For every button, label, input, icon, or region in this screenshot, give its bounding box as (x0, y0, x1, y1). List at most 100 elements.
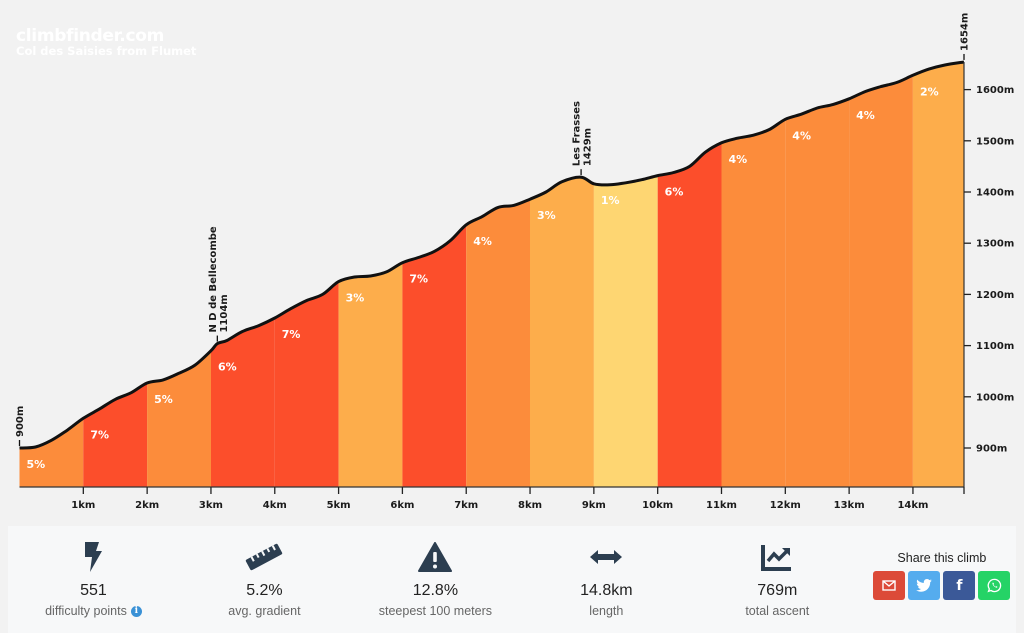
gradient-segment-5 (274, 281, 339, 487)
x-tick-label: 8km (518, 500, 542, 511)
steepest-value: 12.8% (412, 582, 459, 599)
segment-gradient-label: 4% (473, 235, 492, 248)
share-twitter-button[interactable] (908, 571, 941, 600)
share-section: Share this climb f (868, 526, 1016, 600)
avg-gradient-label: avg. gradient (228, 604, 301, 618)
y-tick-label: 1300m (976, 239, 1014, 250)
length-value: 14.8km (580, 582, 633, 599)
lightning-icon (8, 540, 179, 574)
gradient-segment-12 (721, 119, 786, 488)
annotation-elevation: 1654m (960, 13, 971, 51)
gradient-segment-15 (912, 62, 964, 487)
x-tick-label: 1km (71, 500, 95, 511)
share-email-button[interactable] (873, 571, 906, 600)
gradient-segment-11 (657, 142, 722, 488)
x-tick-label: 4km (263, 500, 287, 511)
x-tick-label: 14km (897, 500, 928, 511)
stat-avg-gradient: 5.2% avg. gradient (179, 526, 350, 619)
gradient-segment-2 (83, 383, 148, 487)
annotation-elevation: 1429m (583, 128, 594, 166)
info-icon[interactable]: i (130, 605, 142, 617)
arrows-horizontal-icon (521, 540, 692, 574)
segment-gradient-label: 7% (409, 273, 428, 286)
y-tick-label: 1200m (976, 290, 1014, 301)
segment-gradient-label: 5% (154, 393, 173, 406)
difficulty-value: 551 (80, 582, 107, 599)
annotation-elevation: 900m (15, 406, 26, 437)
segment-gradient-label: 6% (218, 361, 237, 374)
share-facebook-button[interactable]: f (943, 571, 976, 600)
stat-total-ascent: 769m total ascent (692, 526, 863, 619)
x-tick-label: 13km (834, 500, 865, 511)
ruler-icon (179, 540, 350, 574)
warning-icon (350, 540, 521, 574)
facebook-icon: f (956, 577, 963, 594)
x-tick-label: 3km (199, 500, 223, 511)
email-icon (882, 580, 897, 591)
segment-gradient-label: 4% (792, 129, 811, 142)
elevation-profile-line (19, 60, 965, 450)
stat-difficulty: 551 difficulty points i (8, 526, 179, 619)
x-tick-label: 9km (582, 500, 606, 511)
climb-title: Col des Saisies from Flumet (16, 44, 197, 58)
gradient-segment-14 (849, 75, 913, 488)
gradient-segment-6 (338, 262, 403, 487)
x-tick-label: 2km (135, 500, 159, 511)
y-tick-label: 1100m (976, 341, 1014, 352)
x-tick-label: 10km (642, 500, 673, 511)
share-whatsapp-button[interactable] (978, 571, 1011, 600)
annotation-place-name: Les Frasses (572, 101, 583, 166)
y-tick-label: 900m (976, 444, 1007, 455)
segment-gradient-label: 3% (346, 292, 365, 305)
annotation-place-name: N D de Bellecombe (208, 226, 219, 332)
axes: 1km 2km 3km 4km 5km 6km 7km 8km 9km 10km 11km 12km 1… (19, 61, 1014, 511)
gradient-segments (19, 62, 964, 488)
segment-gradient-label: 1% (601, 194, 620, 207)
stats-panel: 551 difficulty points i 5.2% avg. grad (8, 526, 1016, 633)
gradient-segment-10 (593, 175, 658, 487)
segment-gradient-label: 2% (920, 85, 939, 98)
elevation-chart: 1km 2km 3km 4km 5km 6km 7km 8km 9km 10km 11km 12km 1… (15, 13, 1014, 511)
twitter-icon (916, 579, 933, 592)
chart-line-icon (692, 540, 863, 574)
stat-steepest: 12.8% steepest 100 meters (350, 526, 521, 619)
gradient-segment-13 (785, 98, 850, 488)
stat-length: 14.8km length (521, 526, 692, 619)
segment-gradient-label: 3% (537, 209, 556, 222)
segment-gradient-label: 4% (728, 153, 747, 166)
gradient-segment-4 (211, 318, 275, 487)
x-tick-label: 12km (770, 500, 801, 511)
x-tick-label: 6km (390, 500, 414, 511)
elevation-profile-svg: 1km 2km 3km 4km 5km 6km 7km 8km 9km 10km 11km 12km 1… (15, 13, 1014, 511)
segment-gradient-label: 7% (90, 428, 109, 441)
gradient-segment-3 (147, 350, 211, 487)
annotation-elevation: 1104m (219, 294, 230, 332)
segment-gradient-label: 4% (856, 109, 875, 122)
total-ascent-value: 769m (757, 582, 798, 599)
x-tick-label: 5km (327, 500, 351, 511)
x-tick-label: 7km (454, 500, 478, 511)
gradient-segment-1 (19, 418, 84, 487)
difficulty-label: difficulty points (45, 604, 127, 618)
annotations: 900m N D de Bellecombe 1104m Les Frasses 142… (15, 13, 971, 446)
share-buttons: f (868, 571, 1016, 600)
steepest-label: steepest 100 meters (378, 604, 493, 618)
segment-gradient-label: 5% (27, 458, 46, 471)
brand-watermark: climbfinder.com (16, 26, 165, 46)
gradient-segment-8 (466, 199, 530, 487)
segment-labels: 5% 7% 5% 6% 7% 3% 7% 4% 3% 1% 6% 4% 4% 4% 2% (27, 85, 939, 471)
y-tick-label: 1600m (976, 85, 1014, 96)
segment-gradient-label: 7% (282, 328, 301, 341)
profile-line-layer (19, 60, 965, 450)
whatsapp-icon (987, 578, 1002, 593)
gradient-segment-9 (530, 177, 594, 487)
total-ascent-label: total ascent (745, 604, 810, 618)
y-tick-label: 1500m (976, 136, 1014, 147)
segment-gradient-label: 6% (665, 186, 684, 199)
y-tick-label: 1000m (976, 392, 1014, 403)
y-tick-label: 1400m (976, 188, 1014, 199)
gradient-segment-7 (402, 224, 467, 488)
x-tick-label: 11km (706, 500, 737, 511)
length-label: length (589, 604, 624, 618)
avg-gradient-value: 5.2% (246, 582, 283, 599)
